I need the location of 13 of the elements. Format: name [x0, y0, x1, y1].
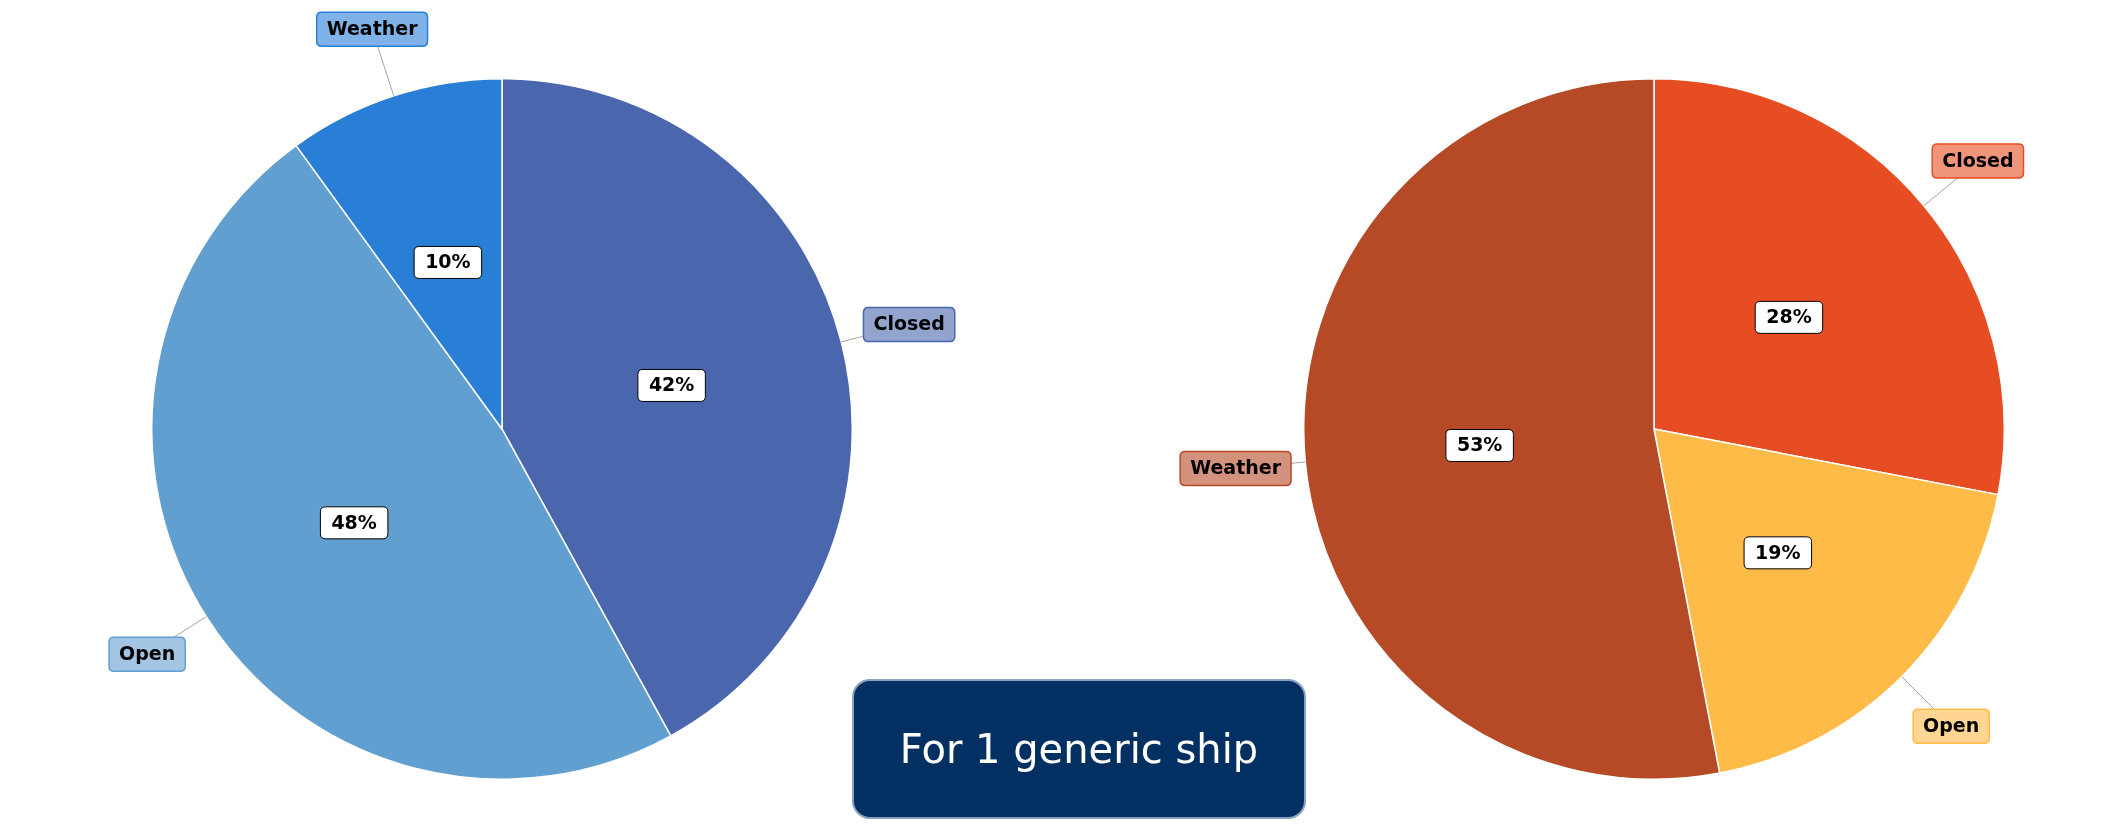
data-label: 28%: [1766, 305, 1812, 328]
slice-label: Open: [1923, 714, 1980, 737]
data-label: 48%: [331, 510, 377, 533]
data-label: 53%: [1456, 433, 1503, 456]
data-label: 19%: [1755, 540, 1801, 563]
data-label: 42%: [648, 373, 695, 396]
slice-label: Weather: [1190, 456, 1282, 479]
slice-label: Weather: [326, 17, 419, 40]
slice-label: Open: [119, 642, 176, 665]
slice-label: Closed: [873, 312, 945, 335]
slice-label: Closed: [1942, 149, 2014, 172]
text: For 1 generic ship: [852, 679, 1306, 819]
data-label: 10%: [425, 250, 471, 273]
